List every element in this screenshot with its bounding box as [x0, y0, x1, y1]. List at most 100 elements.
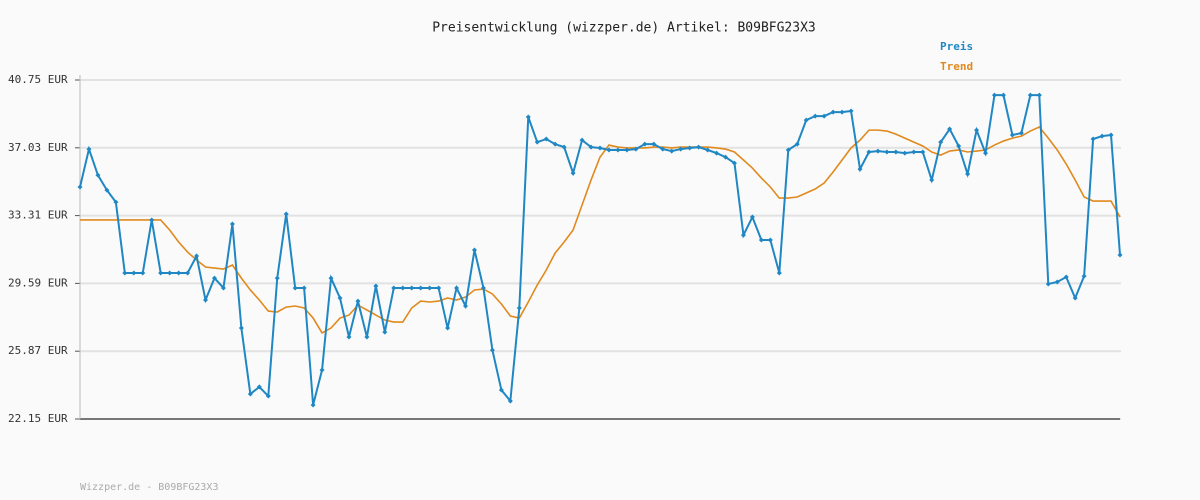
point-marker [597, 145, 603, 151]
y-tick-label: 22.15 EUR [8, 412, 68, 425]
point-marker [552, 141, 558, 147]
point-marker [454, 285, 460, 291]
point-marker [346, 334, 352, 340]
point-marker [920, 149, 926, 155]
point-marker [1117, 252, 1123, 258]
y-tick-label: 33.31 EUR [8, 209, 68, 222]
y-tick-label: 37.03 EUR [8, 141, 68, 154]
point-marker [194, 253, 200, 259]
point-marker [776, 270, 782, 276]
point-marker [382, 329, 388, 335]
point-marker [534, 139, 540, 145]
point-marker [785, 147, 791, 153]
point-marker [633, 146, 639, 152]
point-marker [185, 270, 191, 276]
point-marker [328, 275, 334, 281]
footnote: Wizzper.de - B09BFG23X3 [80, 482, 218, 493]
point-marker [615, 147, 621, 153]
point-marker [516, 305, 522, 311]
point-marker [507, 398, 513, 404]
point-marker [436, 285, 442, 291]
point-marker [310, 402, 316, 408]
point-marker [983, 150, 989, 156]
point-marker [418, 285, 424, 291]
point-marker [463, 303, 469, 309]
point-marker [669, 148, 675, 154]
point-marker [794, 141, 800, 147]
point-marker [714, 150, 720, 156]
point-marker [624, 147, 630, 153]
point-marker [839, 109, 845, 115]
point-marker [687, 145, 693, 151]
point-marker [292, 285, 298, 291]
point-marker [1108, 132, 1114, 138]
point-marker [122, 270, 128, 276]
point-marker [427, 285, 433, 291]
point-marker [821, 113, 827, 119]
point-marker [830, 109, 836, 115]
point-marker [158, 270, 164, 276]
point-marker [86, 146, 92, 152]
point-marker [947, 126, 953, 132]
y-tick-label: 40.75 EUR [8, 73, 68, 86]
point-marker [588, 144, 594, 150]
point-marker [1090, 136, 1096, 142]
point-marker [95, 172, 101, 178]
point-marker [265, 393, 271, 399]
point-marker [1099, 133, 1105, 139]
point-marker [1054, 279, 1060, 285]
point-marker [1036, 92, 1042, 98]
point-marker [705, 147, 711, 153]
point-marker [355, 298, 361, 304]
point-marker [149, 217, 155, 223]
y-tick-label: 25.87 EUR [8, 344, 68, 357]
point-marker [1027, 92, 1033, 98]
point-marker [974, 127, 980, 133]
point-marker [176, 270, 182, 276]
point-marker [740, 232, 746, 238]
point-marker [902, 150, 908, 156]
point-marker [731, 160, 737, 166]
point-marker [301, 285, 307, 291]
point-marker [373, 283, 379, 289]
point-marker [1045, 281, 1051, 287]
point-marker [391, 285, 397, 291]
point-marker [1072, 295, 1078, 301]
point-marker [140, 270, 146, 276]
point-marker [893, 149, 899, 155]
point-marker [1081, 273, 1087, 279]
point-marker [203, 297, 209, 303]
chart-title: Preisentwicklung (wizzper.de) Artikel: B… [432, 21, 816, 36]
point-marker [884, 149, 890, 155]
point-marker [1018, 130, 1024, 136]
point-marker [400, 285, 406, 291]
point-marker [131, 270, 137, 276]
point-marker [543, 136, 549, 142]
point-marker [1063, 274, 1069, 280]
point-marker [238, 325, 244, 331]
point-marker [660, 146, 666, 152]
point-marker [283, 211, 289, 217]
point-marker [758, 237, 764, 243]
point-marker [749, 214, 755, 220]
point-marker [875, 148, 881, 154]
point-marker [938, 139, 944, 145]
legend-entry: Trend [940, 60, 973, 73]
point-marker [651, 141, 657, 147]
point-marker [409, 285, 415, 291]
point-marker [274, 275, 280, 281]
point-marker [956, 143, 962, 149]
point-marker [229, 221, 235, 227]
point-marker [848, 108, 854, 114]
point-marker [561, 144, 567, 150]
point-marker [579, 137, 585, 143]
point-marker [220, 285, 226, 291]
point-marker [1000, 92, 1006, 98]
point-marker [803, 117, 809, 123]
point-marker [167, 270, 173, 276]
point-marker [337, 295, 343, 301]
point-marker [857, 166, 863, 172]
y-tick-label: 29.59 EUR [8, 276, 68, 289]
